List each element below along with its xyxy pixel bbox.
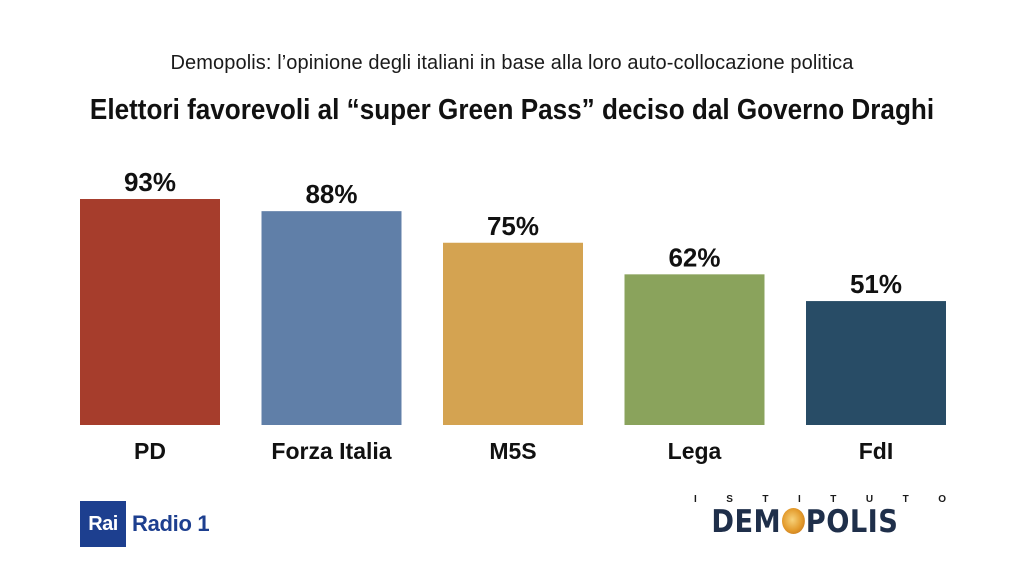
bar-fdi [806,301,946,425]
istituto-letter: O [938,494,946,505]
data-label: 75% [487,211,539,241]
istituto-letter: U [865,494,874,505]
demopolis-wordmark: DEM POLIS [694,504,916,540]
demopolis-word-left: DEM [711,504,782,540]
demopolis-globe-icon [782,508,805,534]
demopolis-word-right: POLIS [805,504,899,540]
bar-pd [80,199,220,425]
bar-lega [624,274,765,425]
istituto-letter: I [694,494,697,505]
category-label: PD [134,438,166,464]
category-label: FdI [859,438,894,464]
bars-group: 93% PD 88% Forza Italia 75% M5S 62% Lega 51% FdI [80,167,946,464]
chart-title: Elettori favorevoli al “super Green Pass… [89,94,935,126]
data-label: 88% [305,179,357,209]
demopolis-logo: I S T I T U T O DEM POLIS [694,494,946,544]
bar-forza-italia [261,211,402,425]
data-label: 51% [850,269,902,299]
data-label: 93% [124,167,176,197]
istituto-letter: S [726,494,733,505]
category-label: Lega [668,438,722,464]
istituto-letter: I [798,494,801,505]
category-label: M5S [489,438,536,464]
chart-subtitle: Demopolis: l’opinione degli italiani in … [170,52,854,74]
istituto-letter: T [902,494,909,505]
rai-radio1-logo: Rai Radio 1 [80,501,210,547]
data-label: 62% [668,242,720,272]
istituto-letter: T [830,494,837,505]
istituto-letter: T [762,494,769,505]
bar-m5s [443,242,583,425]
rai-radio-label: Radio 1 [132,511,210,536]
category-label: Forza Italia [271,438,391,464]
rai-logo-box: Rai [80,501,126,547]
